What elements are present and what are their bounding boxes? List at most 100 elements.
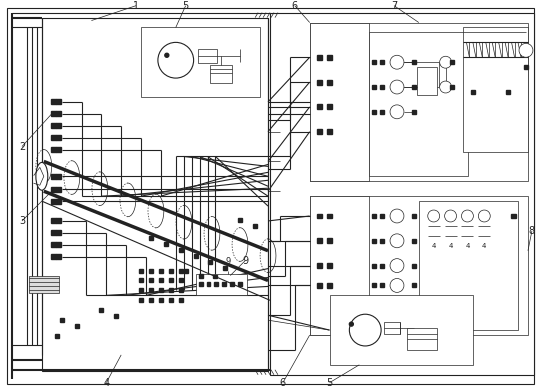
Bar (464, 28, 528, 151)
Bar (141, 28, 260, 97)
Bar (149, 279, 153, 282)
Bar (56, 100, 61, 104)
Circle shape (519, 43, 533, 57)
Text: 6: 6 (292, 1, 298, 11)
Bar (56, 174, 61, 179)
Bar (417, 67, 437, 95)
Text: 7: 7 (391, 1, 397, 11)
Bar (55, 334, 58, 338)
Bar (51, 174, 56, 179)
Bar (380, 60, 384, 64)
Bar (51, 135, 56, 140)
Bar (179, 279, 183, 282)
Bar (42, 18, 268, 371)
Bar (238, 218, 242, 222)
Bar (159, 288, 163, 293)
Bar (317, 55, 322, 60)
Bar (169, 298, 173, 302)
Bar (51, 242, 56, 247)
Text: 9: 9 (242, 256, 248, 266)
Bar (317, 238, 322, 243)
Bar (199, 282, 202, 286)
Bar (372, 239, 376, 243)
Bar (327, 283, 332, 288)
Bar (208, 259, 213, 264)
Bar (223, 266, 227, 270)
Circle shape (445, 210, 457, 222)
Bar (238, 282, 242, 286)
Bar (149, 268, 153, 273)
Bar (327, 214, 332, 219)
Bar (412, 214, 416, 218)
Bar (169, 279, 173, 282)
Bar (149, 288, 153, 293)
Circle shape (440, 56, 452, 68)
Text: 8: 8 (529, 226, 535, 236)
Bar (139, 298, 143, 302)
Bar (317, 283, 322, 288)
Bar (149, 298, 153, 302)
Bar (214, 275, 217, 279)
Bar (317, 214, 322, 219)
Bar (179, 268, 183, 273)
Circle shape (158, 42, 194, 78)
Bar (327, 129, 332, 134)
Bar (412, 239, 416, 243)
Bar (372, 214, 376, 218)
Circle shape (390, 259, 404, 273)
Text: 4: 4 (103, 378, 109, 388)
Text: 3: 3 (19, 216, 25, 226)
Circle shape (390, 105, 404, 119)
Bar (100, 308, 103, 312)
Text: 2: 2 (19, 142, 25, 152)
Circle shape (390, 80, 404, 94)
Bar (412, 110, 416, 114)
Text: 6: 6 (280, 378, 286, 388)
Bar (317, 80, 322, 84)
Bar (372, 264, 376, 268)
Bar (511, 214, 516, 219)
Bar (179, 248, 183, 252)
Bar (309, 196, 528, 335)
Bar (372, 284, 376, 287)
Text: 9: 9 (226, 257, 231, 266)
Bar (149, 236, 153, 240)
Bar (214, 282, 219, 286)
Bar (139, 268, 143, 273)
Bar (139, 288, 143, 293)
Circle shape (390, 279, 404, 293)
Bar (380, 214, 384, 218)
Bar (159, 298, 163, 302)
Bar (309, 23, 369, 181)
Bar (270, 12, 534, 375)
Bar (169, 268, 173, 273)
Bar (51, 100, 56, 104)
Bar (51, 187, 56, 192)
Bar (380, 239, 384, 243)
Bar (407, 328, 437, 350)
Text: 4: 4 (465, 243, 470, 249)
Bar (524, 65, 528, 69)
Text: 5: 5 (326, 378, 333, 388)
Bar (169, 288, 173, 293)
Bar (159, 268, 163, 273)
Bar (419, 201, 518, 330)
Bar (56, 187, 61, 192)
Circle shape (390, 209, 404, 223)
Bar (56, 111, 61, 116)
Text: 4: 4 (448, 243, 453, 249)
Bar (51, 254, 56, 259)
Bar (51, 219, 56, 223)
Bar (309, 23, 528, 181)
Bar (506, 90, 510, 94)
Bar (51, 123, 56, 128)
Bar (317, 263, 322, 268)
Circle shape (428, 210, 440, 222)
Bar (51, 230, 56, 235)
Bar (56, 199, 61, 203)
Circle shape (461, 210, 473, 222)
Bar (412, 264, 416, 268)
Text: 4: 4 (482, 243, 486, 249)
Bar (309, 196, 369, 335)
Bar (372, 110, 376, 114)
